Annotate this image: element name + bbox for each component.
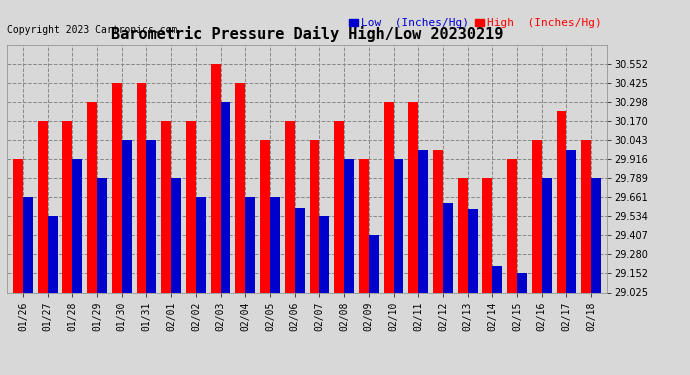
Bar [581,140,591,292]
Bar [532,140,542,292]
Title: Barometric Pressure Daily High/Low 20230219: Barometric Pressure Daily High/Low 20230… [111,27,503,42]
Bar [334,121,344,292]
Bar [260,140,270,292]
Bar [97,178,107,292]
Bar [295,208,304,292]
Bar [137,83,146,292]
Bar [433,150,443,292]
Bar [418,150,428,292]
Bar [196,197,206,292]
Bar [221,102,230,292]
Bar [457,178,468,292]
Bar [72,159,82,292]
Bar [468,210,477,292]
Bar [443,203,453,292]
Bar [38,121,48,292]
Bar [557,111,566,292]
Bar [507,159,517,292]
Bar [408,102,418,292]
Bar [112,83,121,292]
Bar [344,159,354,292]
Bar [161,121,171,292]
Bar [171,178,181,292]
Bar [146,140,157,292]
Bar [245,197,255,292]
Bar [517,273,527,292]
Bar [23,197,33,292]
Bar [285,121,295,292]
Bar [369,236,379,292]
Text: Copyright 2023 Cartronics.com: Copyright 2023 Cartronics.com [7,25,177,35]
Bar [482,178,493,292]
Bar [359,159,369,292]
Bar [186,121,196,292]
Bar [63,121,72,292]
Bar [270,197,280,292]
Bar [13,159,23,292]
Bar [384,102,393,292]
Bar [393,159,404,292]
Bar [591,178,601,292]
Bar [566,150,576,292]
Bar [87,102,97,292]
Bar [121,140,132,292]
Bar [319,216,329,292]
Bar [235,83,245,292]
Bar [542,178,551,292]
Bar [310,140,319,292]
Bar [210,64,221,292]
Bar [493,266,502,292]
Legend: Low  (Inches/Hg), High  (Inches/Hg): Low (Inches/Hg), High (Inches/Hg) [349,18,602,28]
Bar [48,216,57,292]
